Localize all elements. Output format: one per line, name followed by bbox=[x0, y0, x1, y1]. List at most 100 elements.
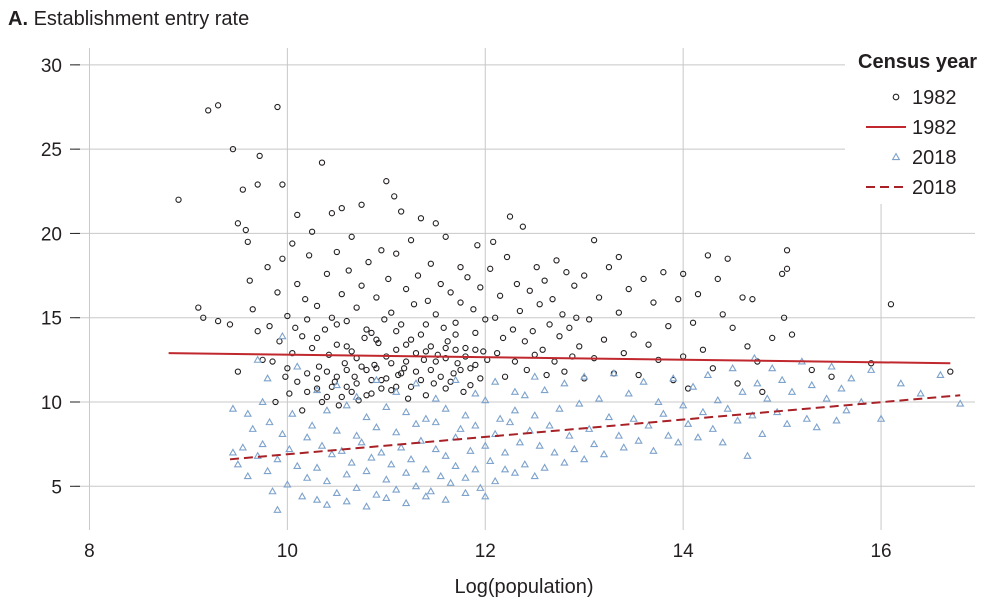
point-1982 bbox=[480, 348, 487, 355]
point-1982 bbox=[549, 296, 556, 303]
point-1982 bbox=[783, 247, 791, 254]
point-2018 bbox=[288, 409, 297, 417]
point-1982 bbox=[417, 331, 425, 338]
point-2018 bbox=[421, 414, 431, 422]
point-1982 bbox=[501, 373, 509, 380]
legend-label: 2018 bbox=[912, 147, 957, 169]
point-2018 bbox=[624, 389, 633, 397]
point-2018 bbox=[560, 379, 569, 387]
point-2018 bbox=[738, 387, 747, 395]
point-2018 bbox=[956, 399, 965, 407]
point-1982 bbox=[328, 210, 336, 217]
point-1982 bbox=[234, 220, 242, 227]
legend-background bbox=[845, 44, 985, 204]
point-1982 bbox=[299, 407, 306, 414]
point-2018 bbox=[604, 412, 614, 421]
point-1982 bbox=[635, 371, 642, 379]
point-2018 bbox=[293, 461, 302, 470]
point-1982 bbox=[472, 329, 479, 337]
point-2018 bbox=[278, 429, 287, 437]
point-2018 bbox=[416, 436, 426, 444]
point-1982 bbox=[388, 309, 395, 316]
point-1982 bbox=[256, 152, 263, 160]
point-2018 bbox=[367, 453, 376, 461]
point-1982 bbox=[427, 260, 434, 267]
point-1982 bbox=[422, 392, 430, 399]
legend-label: 2018 bbox=[912, 177, 957, 199]
point-2018 bbox=[317, 441, 327, 449]
x-axis-label: Log(population) bbox=[455, 576, 594, 598]
point-1982 bbox=[383, 178, 390, 185]
point-1982 bbox=[467, 381, 474, 389]
point-2018 bbox=[896, 379, 905, 387]
point-1982 bbox=[499, 334, 507, 342]
point-1982 bbox=[440, 324, 447, 331]
point-1982 bbox=[519, 223, 527, 230]
point-1982 bbox=[254, 328, 261, 335]
point-1982 bbox=[422, 348, 430, 355]
point-1982 bbox=[783, 265, 791, 272]
point-2018 bbox=[352, 483, 361, 491]
point-1982 bbox=[487, 265, 494, 272]
point-1982 bbox=[526, 287, 533, 294]
point-1982 bbox=[363, 326, 370, 333]
point-2018 bbox=[500, 465, 510, 473]
point-2018 bbox=[753, 379, 762, 387]
point-2018 bbox=[822, 394, 831, 402]
point-2018 bbox=[238, 443, 247, 451]
point-1982 bbox=[323, 270, 331, 278]
point-1982 bbox=[363, 392, 370, 399]
point-1982 bbox=[229, 145, 237, 153]
point-1982 bbox=[286, 390, 293, 397]
point-1982 bbox=[432, 220, 439, 227]
point-2018 bbox=[466, 446, 475, 454]
series-1982-points bbox=[175, 102, 954, 414]
point-2018 bbox=[530, 471, 539, 480]
point-1982 bbox=[402, 358, 410, 365]
point-1982 bbox=[496, 292, 504, 299]
point-2018 bbox=[298, 492, 307, 500]
point-1982 bbox=[205, 107, 212, 114]
point-2018 bbox=[748, 411, 757, 419]
point-2018 bbox=[431, 417, 440, 426]
point-1982 bbox=[464, 274, 471, 281]
point-1982 bbox=[254, 181, 261, 188]
point-1982 bbox=[348, 348, 355, 355]
point-1982 bbox=[546, 321, 553, 328]
point-1982 bbox=[294, 378, 301, 385]
point-1982 bbox=[452, 319, 459, 326]
point-1982 bbox=[625, 285, 632, 293]
point-2018 bbox=[916, 389, 925, 397]
point-1982 bbox=[447, 289, 454, 296]
point-2018 bbox=[530, 411, 539, 419]
point-1982 bbox=[947, 368, 954, 375]
point-1982 bbox=[778, 270, 786, 278]
point-1982 bbox=[533, 263, 540, 271]
point-2018 bbox=[718, 438, 727, 446]
point-2018 bbox=[411, 379, 421, 387]
point-1982 bbox=[444, 338, 451, 345]
point-1982 bbox=[333, 373, 340, 380]
point-2018 bbox=[382, 475, 391, 483]
point-2018 bbox=[594, 394, 604, 402]
point-2018 bbox=[486, 456, 495, 464]
y-tick-label: 5 bbox=[51, 477, 62, 498]
point-1982 bbox=[719, 311, 726, 318]
point-2018 bbox=[253, 451, 262, 459]
point-1982 bbox=[361, 334, 368, 342]
point-1982 bbox=[650, 299, 657, 306]
point-2018 bbox=[545, 421, 554, 429]
point-2018 bbox=[812, 422, 821, 431]
point-2018 bbox=[436, 471, 445, 480]
point-1982 bbox=[511, 358, 519, 365]
point-2018 bbox=[733, 416, 742, 424]
point-2018 bbox=[580, 372, 589, 380]
point-2018 bbox=[382, 402, 391, 411]
point-1982 bbox=[714, 275, 721, 283]
point-1982 bbox=[343, 343, 350, 350]
point-1982 bbox=[381, 316, 388, 323]
point-1982 bbox=[343, 383, 350, 390]
point-1982 bbox=[315, 363, 323, 370]
point-2018 bbox=[392, 485, 401, 493]
